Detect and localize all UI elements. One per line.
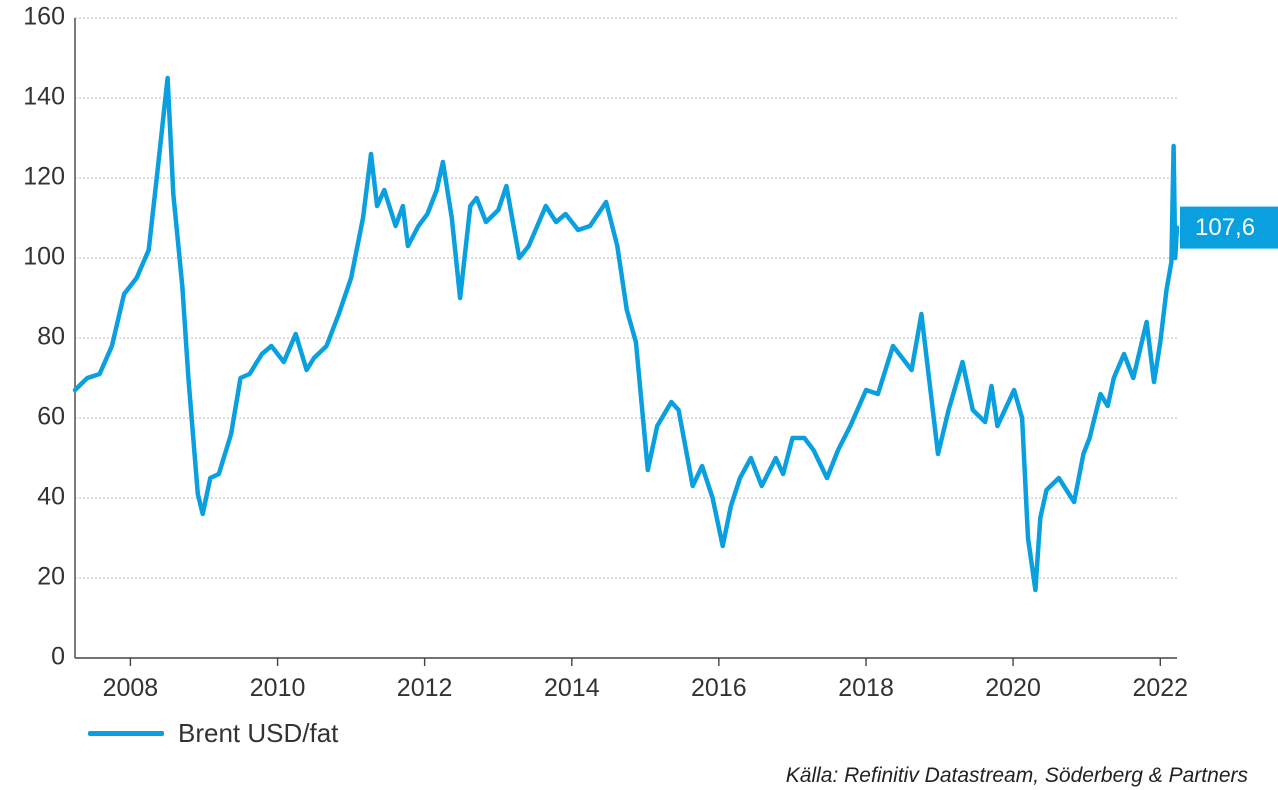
x-tick-label: 2012 [397, 674, 453, 702]
series-line-brent [72, 75, 1180, 593]
y-axis-ticks: 0 20 40 60 80 100 120 140 160 [23, 3, 65, 671]
source-note: Källa: Refinitiv Datastream, Söderberg &… [785, 764, 1248, 787]
x-tick-label: 2018 [838, 674, 894, 702]
x-tick-label: 2010 [250, 674, 306, 702]
legend-swatch-brent [88, 731, 164, 736]
x-tick-label: 2020 [985, 674, 1041, 702]
legend-label-brent: Brent USD/fat [178, 718, 339, 748]
y-tick-label: 20 [37, 563, 65, 591]
y-tick-label: 40 [37, 483, 65, 511]
last-value-callout: 107,6 [1180, 206, 1278, 249]
x-tick-label: 2014 [544, 674, 600, 702]
legend: Brent USD/fat [88, 718, 338, 749]
x-tick-label: 2022 [1132, 674, 1188, 702]
x-axis-ticks: 2008 2010 2012 2014 2016 2018 2020 2022 [103, 658, 1188, 702]
y-tick-label: 160 [23, 3, 65, 31]
x-tick-label: 2008 [103, 674, 159, 702]
y-tick-label: 60 [37, 403, 65, 431]
y-tick-label: 80 [37, 323, 65, 351]
x-tick-label: 2016 [691, 674, 747, 702]
y-tick-label: 120 [23, 163, 65, 191]
callout-value-label: 107,6 [1195, 214, 1255, 241]
callout-box [1180, 206, 1278, 249]
y-tick-label: 100 [23, 243, 65, 271]
y-tick-label: 0 [51, 643, 65, 671]
y-tick-label: 140 [23, 83, 65, 111]
